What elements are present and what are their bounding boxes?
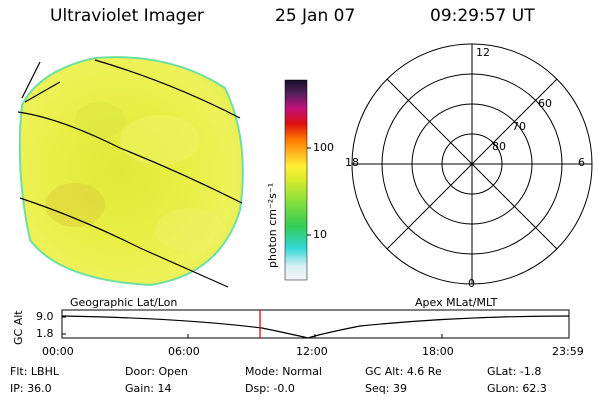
x-tick-0000: 00:00 <box>42 345 74 358</box>
instrument-title: Ultraviolet Imager <box>50 6 204 26</box>
lat-label-60: 60 <box>538 97 552 110</box>
status-door: Door: Open <box>125 365 188 378</box>
timeline-right-title: Apex MLat/MLT <box>415 296 498 309</box>
mlt-label-18: 18 <box>345 156 359 169</box>
x-tick-1800: 18:00 <box>422 345 454 358</box>
lat-line-2 <box>17 111 243 204</box>
colorbar-tick-10: 10 <box>313 228 327 241</box>
mlt-label-12: 12 <box>476 46 490 59</box>
lat-line-3 <box>19 197 229 288</box>
status-gain: Gain: 14 <box>125 382 172 395</box>
y-tick-1-8: 1.8 <box>36 327 54 340</box>
status-mode: Mode: Normal <box>245 365 322 378</box>
colorbar-unit-label: photon cm⁻²s⁻¹ <box>266 182 279 268</box>
lon-line-2 <box>24 81 61 103</box>
status-seq: Seq: 39 <box>365 382 407 395</box>
lat-line-1 <box>94 59 241 119</box>
lat-label-80: 80 <box>492 140 506 153</box>
lat-label-70: 70 <box>512 120 526 133</box>
status-filter: Flt: LBHL <box>10 365 59 378</box>
polar-plot <box>351 43 593 285</box>
colorbar-tick-100: 100 <box>313 141 334 154</box>
y-tick-9: 9.0 <box>36 310 54 323</box>
x-tick-0600: 06:00 <box>168 345 200 358</box>
status-gc-alt: GC Alt: 4.6 Re <box>365 365 442 378</box>
timeline-plot <box>61 309 570 339</box>
uv-earth-image <box>17 56 244 288</box>
status-glat: GLat: -1.8 <box>487 365 542 378</box>
timeline-left-title: Geographic Lat/Lon <box>70 296 178 309</box>
mlt-label-6: 6 <box>578 156 585 169</box>
status-ip: IP: 36.0 <box>10 382 52 395</box>
mlt-label-0: 0 <box>468 277 475 290</box>
status-dsp: Dsp: -0.0 <box>245 382 295 395</box>
time-label: 09:29:57 UT <box>430 6 535 26</box>
colorbar <box>284 79 308 281</box>
date-label: 25 Jan 07 <box>275 6 356 26</box>
lon-line-1 <box>21 61 41 99</box>
gc-alt-curve <box>61 315 570 339</box>
x-tick-1200: 12:00 <box>296 345 328 358</box>
x-tick-2359: 23:59 <box>552 345 584 358</box>
status-glon: GLon: 62.3 <box>487 382 547 395</box>
timeline-y-label: GC Alt <box>12 310 25 345</box>
